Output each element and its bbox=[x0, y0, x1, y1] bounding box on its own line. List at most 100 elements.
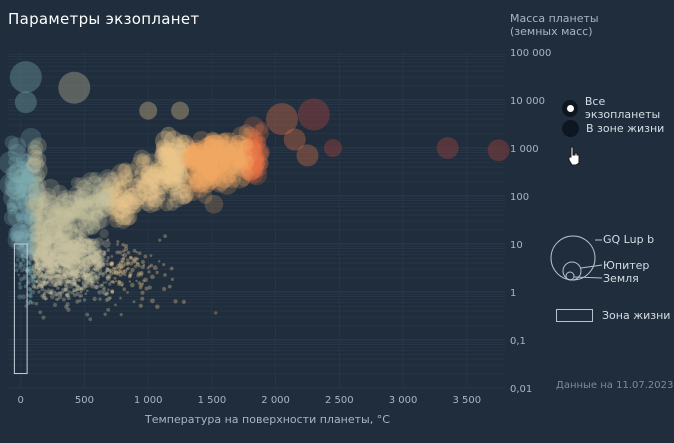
planet-point bbox=[243, 148, 262, 167]
planet-point bbox=[217, 133, 229, 145]
planet-point bbox=[52, 242, 62, 251]
planet-point bbox=[72, 250, 75, 254]
planet-point bbox=[169, 188, 182, 201]
planet-point bbox=[241, 150, 256, 165]
planet-point bbox=[203, 139, 224, 160]
planet-point bbox=[221, 144, 237, 160]
planet-point bbox=[209, 139, 232, 162]
planet-point bbox=[62, 190, 83, 212]
planet-point bbox=[55, 230, 63, 238]
planet-point bbox=[52, 237, 57, 241]
planet-point bbox=[121, 260, 125, 264]
planet-point bbox=[66, 263, 71, 268]
planet-point bbox=[14, 232, 36, 253]
planet-point bbox=[113, 198, 124, 208]
planet-point bbox=[43, 236, 52, 245]
planet-point bbox=[196, 144, 209, 157]
planet-point bbox=[91, 260, 95, 264]
planet-point bbox=[223, 149, 236, 162]
planet-point bbox=[19, 179, 33, 193]
planet-point bbox=[77, 268, 88, 280]
planet-point bbox=[221, 144, 236, 159]
planet-point bbox=[70, 290, 75, 295]
planet-point bbox=[50, 265, 53, 268]
x-tick-label: 500 bbox=[75, 395, 94, 406]
planet-point bbox=[212, 146, 232, 166]
planet-point bbox=[44, 245, 48, 249]
planet-point bbox=[61, 269, 66, 273]
planet-point bbox=[37, 240, 45, 248]
planet-point bbox=[120, 283, 124, 287]
planet-point bbox=[69, 257, 77, 265]
legend-habitable[interactable]: В зоне жизни bbox=[562, 120, 664, 137]
planet-point bbox=[217, 148, 229, 160]
planet-point bbox=[46, 252, 56, 262]
planet-point bbox=[80, 262, 84, 266]
planet-point bbox=[12, 230, 24, 242]
planet-point bbox=[31, 246, 44, 259]
planet-point bbox=[102, 192, 112, 202]
planet-point bbox=[248, 156, 263, 171]
radio-selected-icon[interactable] bbox=[562, 99, 578, 117]
planet-point bbox=[48, 209, 63, 225]
planet-point bbox=[59, 282, 63, 287]
planet-point bbox=[30, 268, 34, 272]
radio-unselected-icon[interactable] bbox=[562, 120, 579, 137]
planet-point bbox=[30, 235, 37, 242]
planet-point bbox=[193, 149, 211, 166]
planet-point bbox=[144, 166, 162, 184]
planet-point bbox=[42, 241, 48, 247]
planet-point bbox=[183, 149, 204, 170]
planet-point bbox=[114, 280, 118, 283]
planet-point bbox=[22, 166, 42, 187]
planet-point bbox=[46, 207, 66, 227]
planet-point bbox=[171, 165, 188, 181]
planet-point bbox=[239, 142, 258, 161]
planet-point bbox=[35, 278, 41, 284]
planet-point bbox=[141, 191, 153, 202]
planet-point bbox=[36, 205, 55, 224]
planet-point bbox=[59, 254, 65, 260]
planet-point bbox=[65, 252, 76, 262]
planet-point bbox=[37, 290, 41, 294]
planet-point bbox=[30, 226, 52, 248]
planet-point bbox=[31, 274, 37, 279]
planet-point bbox=[41, 315, 46, 320]
planet-point bbox=[184, 184, 202, 201]
planet-point bbox=[160, 169, 169, 178]
planet-point bbox=[49, 267, 53, 271]
planet-point bbox=[232, 157, 252, 177]
planet-point bbox=[243, 159, 264, 180]
planet-point bbox=[65, 203, 81, 218]
planet-point bbox=[94, 261, 103, 270]
planet-point bbox=[234, 149, 254, 169]
planet-point bbox=[40, 275, 44, 279]
planet-point bbox=[50, 251, 56, 257]
planet-point bbox=[219, 165, 238, 184]
planet-point bbox=[80, 259, 84, 264]
notable-planet-point bbox=[323, 139, 342, 157]
planet-point bbox=[76, 258, 81, 263]
planet-point bbox=[90, 283, 95, 289]
planet-point bbox=[66, 259, 76, 270]
legend-all-planets[interactable]: Все экзопланеты bbox=[562, 95, 674, 121]
planet-point bbox=[48, 273, 54, 279]
planet-point bbox=[31, 301, 35, 305]
planet-point bbox=[58, 247, 70, 259]
planet-point bbox=[57, 190, 69, 202]
planet-point bbox=[49, 245, 53, 249]
planet-point bbox=[93, 212, 110, 229]
planet-point bbox=[49, 269, 55, 276]
planet-point bbox=[65, 278, 70, 284]
planet-point bbox=[227, 163, 239, 174]
planet-point bbox=[72, 262, 78, 267]
size-label-earth: Земля bbox=[603, 272, 639, 285]
planet-point bbox=[69, 249, 81, 260]
planet-point bbox=[110, 210, 119, 220]
planet-point bbox=[111, 190, 133, 212]
planet-point bbox=[92, 271, 96, 275]
planet-point bbox=[58, 247, 64, 252]
planet-point bbox=[57, 294, 63, 300]
planet-point bbox=[34, 218, 47, 230]
planet-point bbox=[42, 242, 52, 251]
